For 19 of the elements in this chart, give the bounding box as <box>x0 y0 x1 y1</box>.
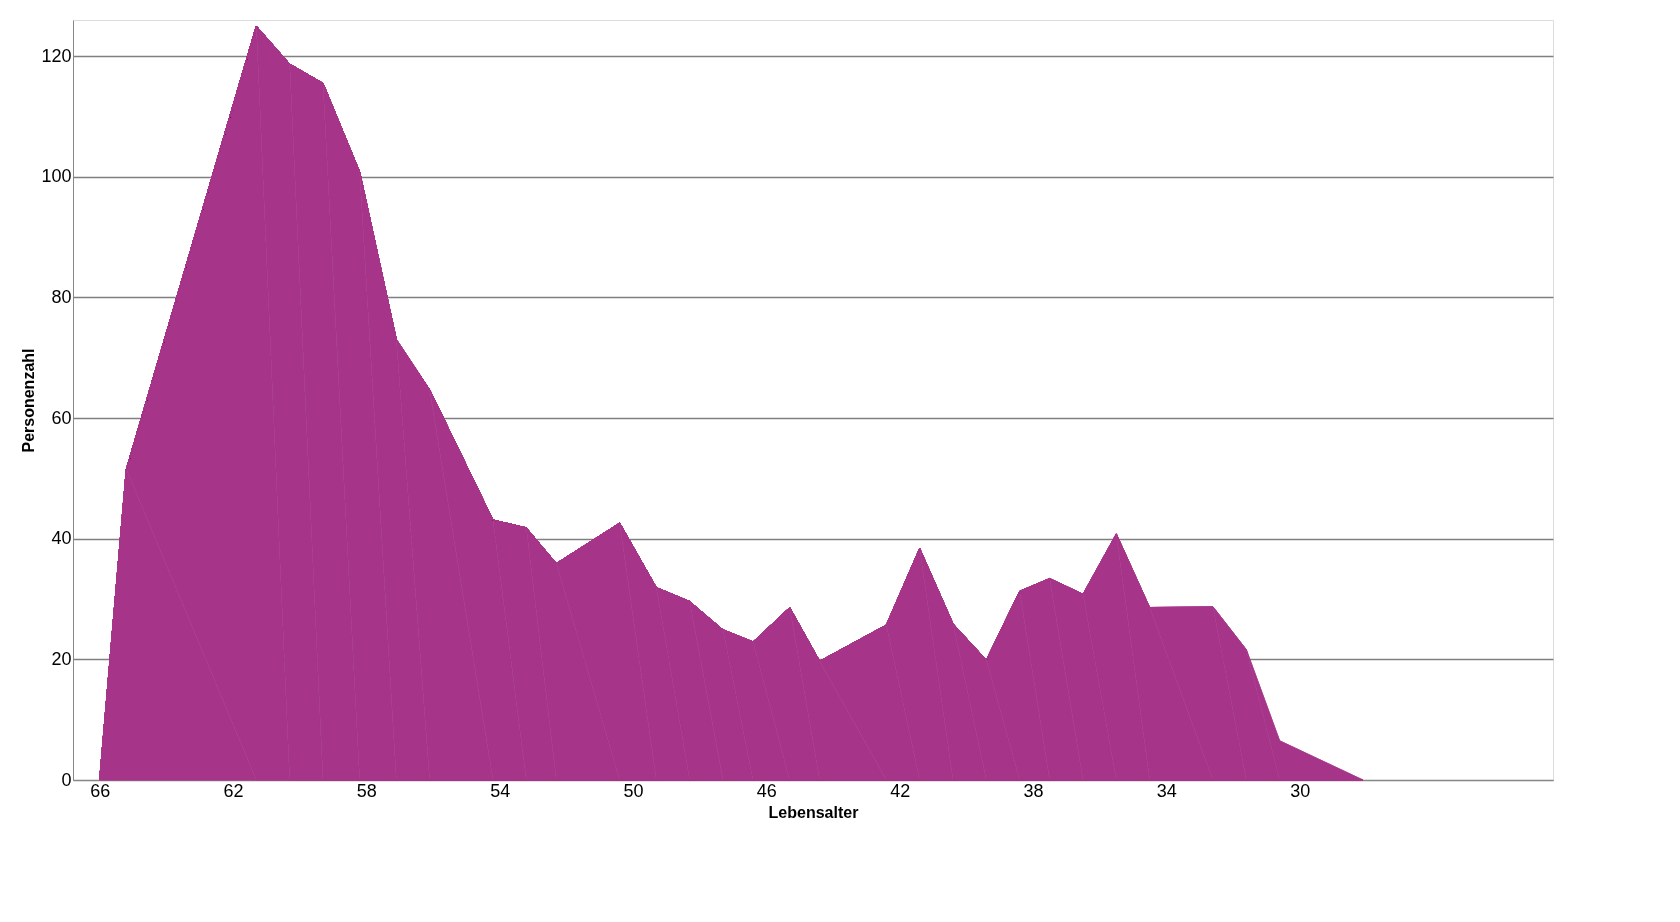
x-tick-label: 34 <box>1156 780 1177 801</box>
x-axis-title: Lebensalter <box>768 803 859 821</box>
y-axis-title: Personenzahl <box>20 348 38 453</box>
x-tick-label: 66 <box>90 780 111 801</box>
x-tick-label: 42 <box>890 780 911 801</box>
y-tick-label: 120 <box>41 45 72 66</box>
x-tick-label: 38 <box>1023 780 1044 801</box>
x-tick-label: 58 <box>356 780 377 801</box>
y-tick-label: 60 <box>51 407 72 428</box>
x-tick-label: 46 <box>756 780 777 801</box>
y-tick-label: 40 <box>51 528 72 549</box>
x-tick-label: 30 <box>1290 780 1311 801</box>
y-tick-label: 80 <box>51 286 72 307</box>
y-tick-label: 20 <box>51 648 72 669</box>
y-tick-label: 100 <box>41 166 72 187</box>
x-tick-label: 54 <box>490 780 511 801</box>
x-tick-label: 50 <box>623 780 644 801</box>
x-tick-label: 62 <box>223 780 244 801</box>
y-tick-label: 0 <box>61 769 72 790</box>
